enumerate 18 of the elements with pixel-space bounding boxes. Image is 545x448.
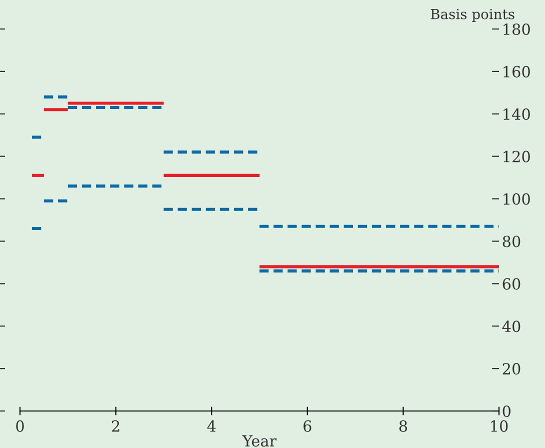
x-tick-label: 10 [491,420,508,432]
y-tick-label: 0 [502,405,510,418]
x-tick-label: 2 [112,420,120,432]
y-tick-label: 160 [504,66,530,78]
y-tick-label: 180 [504,23,530,36]
y-axis-title: Basis points [430,8,514,22]
x-tick-label: 0 [16,420,24,432]
x-tick-label: 6 [304,420,312,432]
x-tick-label: 8 [399,420,408,432]
y-tick-label: 100 [504,193,530,205]
y-tick-label: 140 [504,108,530,120]
x-tick-label: 4 [207,420,216,432]
y-tick-label: 60 [502,278,520,290]
y-tick-label: 40 [502,320,520,332]
y-tick-label: 80 [502,236,520,248]
x-axis-title: Year [242,435,277,447]
y-tick-label: 120 [504,150,530,162]
y-tick-label: 20 [502,363,520,375]
